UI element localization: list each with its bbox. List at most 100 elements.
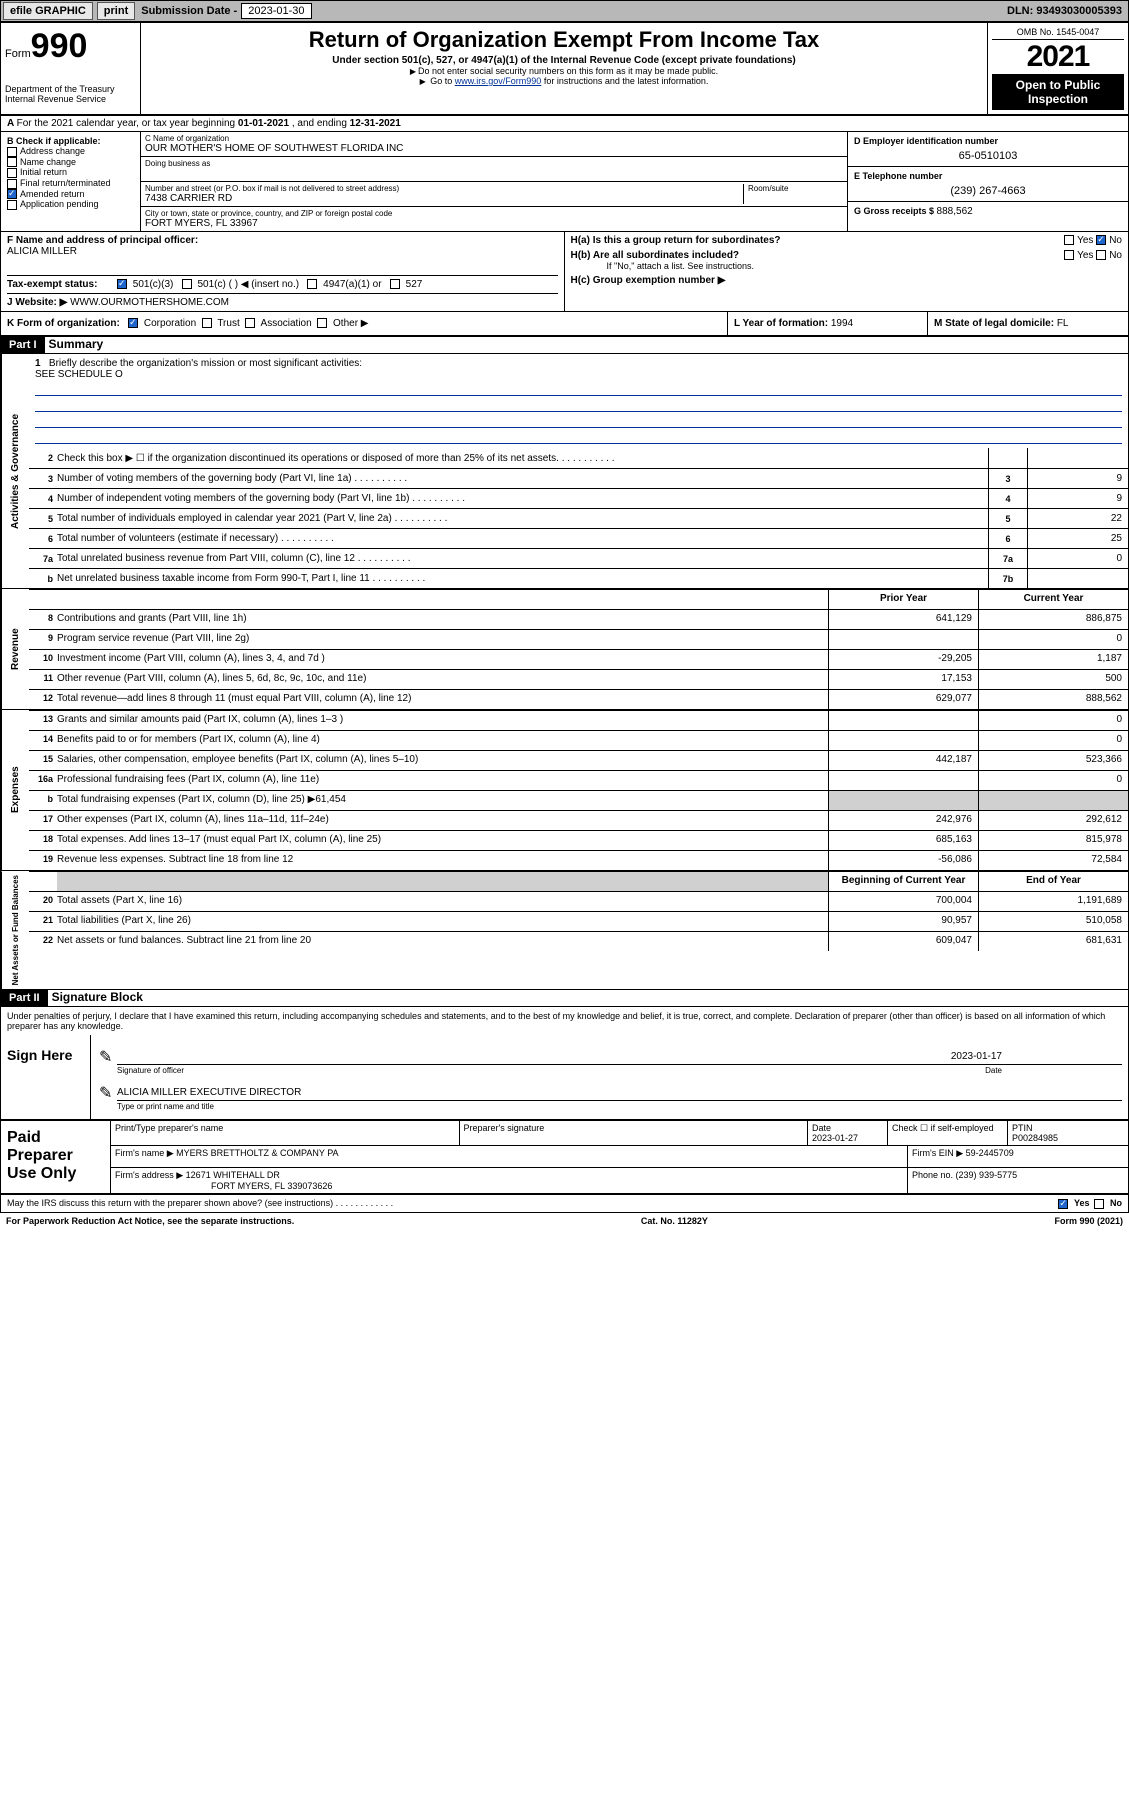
line-8: 8Contributions and grants (Part VIII, li… (29, 609, 1128, 629)
check-name-change[interactable]: Name change (7, 157, 134, 168)
line-9: 9Program service revenue (Part VIII, lin… (29, 629, 1128, 649)
na-header-row: Beginning of Current Year End of Year (29, 871, 1128, 891)
hb-label: H(b) Are all subordinates included? (571, 250, 740, 261)
col-b-checkboxes: B Check if applicable: Address changeNam… (1, 132, 141, 231)
gross-receipts-value: 888,562 (937, 206, 973, 217)
gov-line-6: 6Total number of volunteers (estimate if… (29, 528, 1128, 548)
gov-line-4: 4Number of independent voting members of… (29, 488, 1128, 508)
form-of-org: K Form of organization: Corporation Trus… (1, 312, 728, 335)
vlabel-expenses: Expenses (1, 710, 29, 870)
firm-name-val: MYERS BRETTHOLTZ & COMPANY PA (176, 1148, 338, 1158)
website-label: Website: ▶ (15, 297, 67, 308)
mission-line (35, 414, 1122, 428)
tax-status-3[interactable]: 527 (390, 279, 431, 290)
m-label: M State of legal domicile: (934, 318, 1057, 329)
tax-status-1[interactable]: 501(c) ( ) ◀ (insert no.) (182, 279, 308, 290)
check-final-return-terminated[interactable]: Final return/terminated (7, 178, 134, 189)
summary-revenue: Revenue Prior Year Current Year 8Contrib… (1, 589, 1128, 710)
street-address: 7438 CARRIER RD (145, 193, 743, 204)
dba-label: Doing business as (145, 159, 843, 168)
ptin-val: P00284985 (1012, 1133, 1124, 1143)
paperwork-notice: For Paperwork Reduction Act Notice, see … (6, 1216, 294, 1226)
ptin-lbl: PTIN (1012, 1123, 1124, 1133)
tax-year: 2021 (992, 40, 1124, 74)
summary-netassets: Net Assets or Fund Balances Beginning of… (1, 871, 1128, 990)
col-d-ein: D Employer identification number 65-0510… (848, 132, 1128, 231)
gov-line-3: 3Number of voting members of the governi… (29, 468, 1128, 488)
check-amended-return[interactable]: Amended return (7, 189, 134, 200)
self-employed-check[interactable]: Check ☐ if self-employed (888, 1121, 1008, 1145)
line-21: 21Total liabilities (Part X, line 26)90,… (29, 911, 1128, 931)
discuss-yes-check[interactable] (1058, 1199, 1068, 1209)
officer-name: ALICIA MILLER (7, 246, 77, 257)
form-org-1[interactable]: Trust (196, 318, 240, 329)
row-i: Tax-exempt status: 501(c)(3) 501(c) ( ) … (7, 275, 558, 290)
group-return: H(a) Is this a group return for subordin… (565, 232, 1129, 311)
prep-date-val: 2023-01-27 (812, 1133, 883, 1143)
discuss-no-check[interactable] (1094, 1199, 1104, 1209)
irs-link[interactable]: www.irs.gov/Form990 (455, 76, 542, 86)
name-caption: Type or print name and title (117, 1102, 214, 1111)
check-address-change[interactable]: Address change (7, 146, 134, 157)
mission-value: SEE SCHEDULE O (35, 369, 123, 380)
form-org-3[interactable]: Other ▶ (312, 318, 369, 329)
room-label: Room/suite (748, 184, 843, 193)
hb-yes-check[interactable] (1064, 250, 1074, 260)
state-domicile: M State of legal domicile: FL (928, 312, 1128, 335)
efile-button[interactable]: efile GRAPHIC (3, 2, 93, 20)
addr-label: Number and street (or P.O. box if mail i… (145, 184, 743, 193)
firm-phone-lbl: Phone no. (912, 1170, 956, 1180)
ha-no-check[interactable] (1096, 235, 1106, 245)
current-year-hdr: Current Year (978, 590, 1128, 609)
submission-label: Submission Date - (137, 5, 241, 17)
col-b-label: B Check if applicable: (7, 136, 134, 146)
ha-yes-check[interactable] (1064, 235, 1074, 245)
form-org-2[interactable]: Association (240, 318, 312, 329)
note2-b: for instructions and the latest informat… (541, 76, 708, 86)
vlabel-netassets: Net Assets or Fund Balances (1, 871, 29, 989)
officer-signature-line[interactable]: ✎ Signature of officer 2023-01-17 Date (117, 1043, 1122, 1065)
form-footer: Form 990 (2021) (1054, 1216, 1123, 1226)
sign-here-label: Sign Here (1, 1035, 91, 1119)
mission-line (35, 430, 1122, 444)
vlabel-revenue: Revenue (1, 589, 29, 709)
pen-icon: ✎ (99, 1083, 112, 1103)
prior-year-hdr: Prior Year (828, 590, 978, 609)
tax-status-0[interactable]: 501(c)(3) (117, 279, 182, 290)
hb-no-check[interactable] (1096, 250, 1106, 260)
form-word: Form (5, 48, 31, 60)
line-b: bTotal fundraising expenses (Part IX, co… (29, 790, 1128, 810)
hb-yes: Yes (1077, 250, 1093, 261)
mission-line (35, 382, 1122, 396)
col-c-org: C Name of organization OUR MOTHER'S HOME… (141, 132, 848, 231)
irs-label: Internal Revenue Service (5, 94, 136, 104)
hb-note: If "No," attach a list. See instructions… (571, 261, 1123, 271)
rev-header-row: Prior Year Current Year (29, 589, 1128, 609)
prep-date-lbl: Date (812, 1123, 883, 1133)
ein-value: 65-0510103 (854, 150, 1122, 162)
tax-status-2[interactable]: 4947(a)(1) or (307, 279, 389, 290)
year-box: OMB No. 1545-0047 2021 Open to Public In… (988, 23, 1128, 114)
part2-title: Signature Block (48, 990, 143, 1006)
ha-yes: Yes (1077, 235, 1093, 246)
check-initial-return[interactable]: Initial return (7, 167, 134, 178)
signature-block: Under penalties of perjury, I declare th… (1, 1007, 1128, 1120)
tax-status-label: Tax-exempt status: (7, 279, 117, 290)
line-12: 12Total revenue—add lines 8 through 11 (… (29, 689, 1128, 709)
form-org-0[interactable]: Corporation (123, 318, 197, 329)
line-20: 20Total assets (Part X, line 16)700,0041… (29, 891, 1128, 911)
preparer-side-label: Paid Preparer Use Only (1, 1121, 111, 1193)
phone-label: E Telephone number (854, 171, 1122, 181)
submission-date: 2023-01-30 (241, 3, 311, 19)
hc-label: H(c) Group exemption number ▶ (571, 275, 726, 286)
note-ssn: Do not enter social security numbers on … (145, 66, 983, 76)
ein-label: D Employer identification number (854, 136, 1122, 146)
summary-governance: Activities & Governance 1 Briefly descri… (1, 354, 1128, 589)
omb-number: OMB No. 1545-0047 (992, 27, 1124, 40)
line-11: 11Other revenue (Part VIII, column (A), … (29, 669, 1128, 689)
print-button[interactable]: print (97, 2, 135, 20)
line-19: 19Revenue less expenses. Subtract line 1… (29, 850, 1128, 870)
check-application-pending[interactable]: Application pending (7, 199, 134, 210)
topbar: efile GRAPHIC print Submission Date - 20… (0, 0, 1129, 22)
line-10: 10Investment income (Part VIII, column (… (29, 649, 1128, 669)
